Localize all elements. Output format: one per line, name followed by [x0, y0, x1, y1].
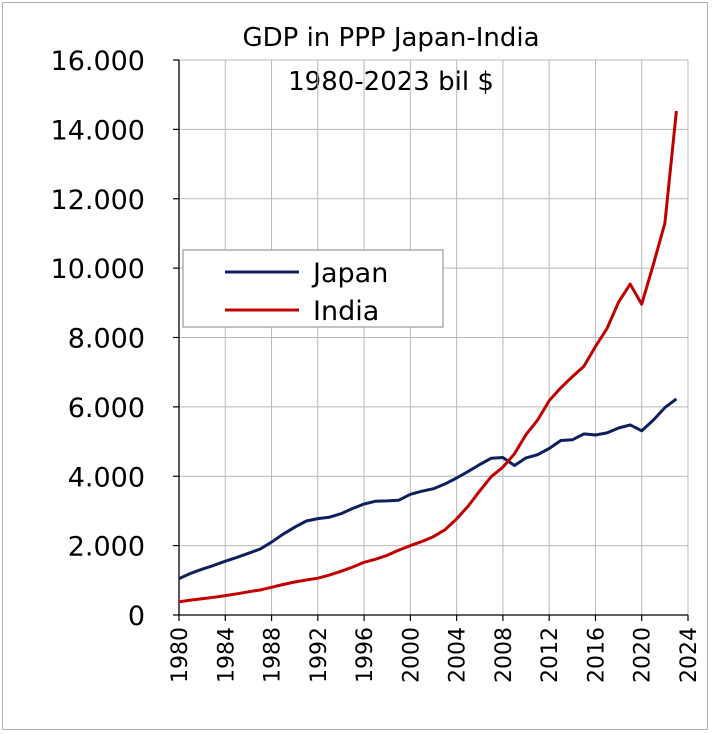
chart-title-line-1: GDP in PPP Japan-India	[242, 23, 539, 53]
y-tick-label: 4.000	[68, 462, 145, 493]
x-tick-label: 2004	[446, 627, 471, 683]
y-tick-label: 10.000	[51, 254, 145, 285]
x-tick-label: 2024	[677, 627, 702, 683]
series-line-japan	[178, 397, 678, 580]
legend-label-japan: Japan	[311, 258, 388, 289]
legend: Japan India	[182, 249, 444, 328]
x-tick-label: 1984	[214, 627, 239, 683]
chart-svg: GDP in PPP Japan-India 1980-2023 bil $ 0…	[51, 23, 702, 683]
x-tick-label: 1980	[168, 627, 193, 683]
x-tick-label: 2008	[492, 627, 517, 683]
x-tick-label: 2012	[538, 627, 563, 683]
y-tick-label: 0	[128, 601, 145, 632]
y-tick-label: 8.000	[68, 324, 145, 355]
x-tick-label: 2020	[631, 627, 656, 683]
y-tick-labels: 0 2.000 4.000 6.000 8.000 10.000 12.000 14.000 1…	[51, 46, 145, 632]
series-lines	[178, 110, 678, 604]
chart-title-line-2: 1980-2023 bil $	[288, 67, 494, 97]
legend-label-india: India	[313, 296, 379, 327]
x-tick-labels: 1980 1984 1988 1992 1996 2000 2004 2008 2012 2016…	[168, 627, 702, 683]
x-tick-label: 2000	[399, 627, 424, 683]
y-tick-label: 12.000	[51, 185, 145, 216]
series-line-india	[178, 110, 678, 604]
grid	[179, 59, 689, 615]
y-tick-label: 6.000	[68, 393, 145, 424]
legend-box	[182, 249, 444, 328]
axes	[173, 59, 689, 621]
x-tick-label: 1988	[261, 627, 286, 683]
y-tick-label: 2.000	[68, 532, 145, 563]
x-tick-label: 1992	[307, 627, 332, 683]
x-tick-label: 1996	[353, 627, 378, 683]
y-tick-label: 14.000	[51, 115, 145, 146]
y-tick-label: 16.000	[51, 46, 145, 77]
x-tick-label: 2016	[584, 627, 609, 683]
